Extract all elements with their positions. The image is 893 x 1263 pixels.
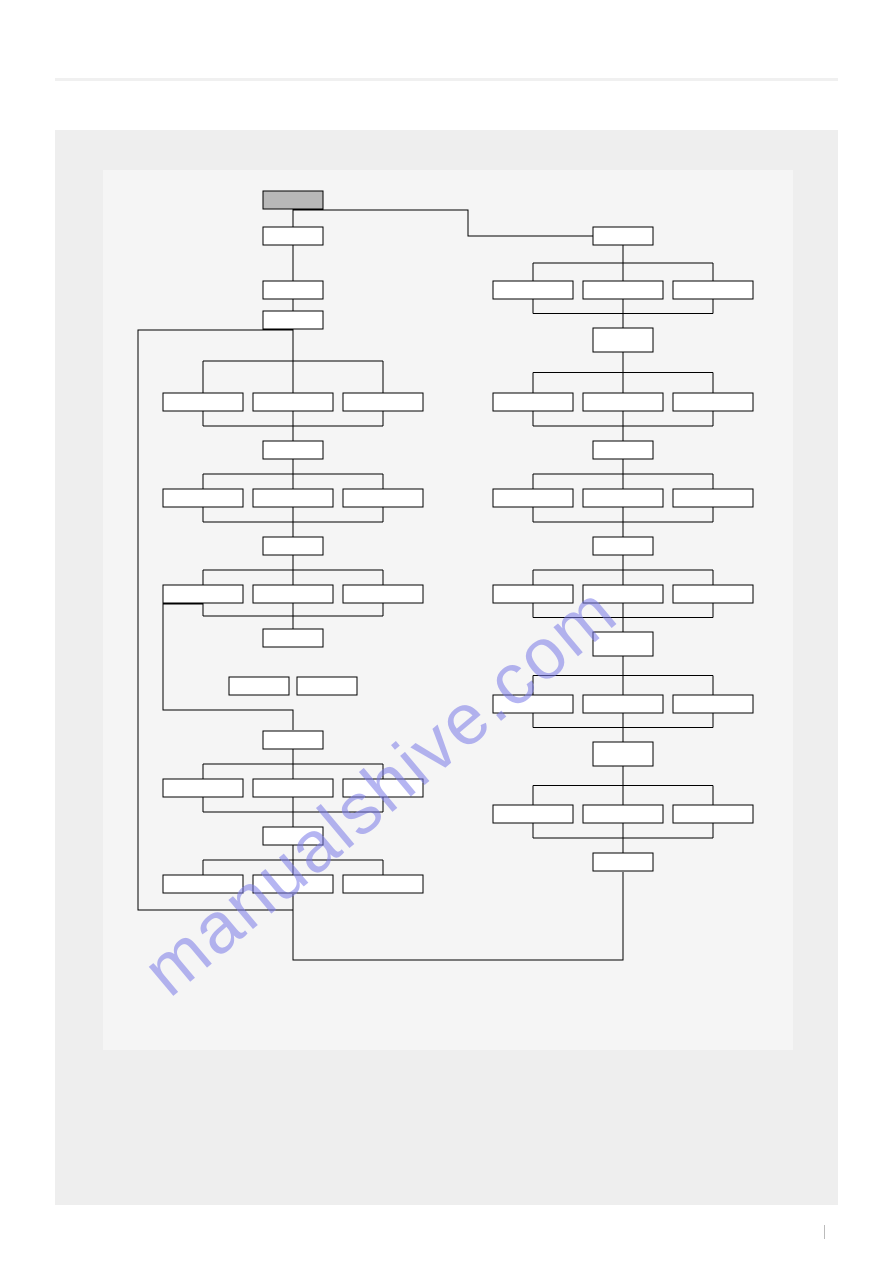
flow-node-L14b — [253, 875, 333, 893]
flow-node-R13 — [593, 853, 653, 871]
flow-node-R1 — [593, 227, 653, 245]
flow-node-L4c — [343, 393, 423, 411]
flow-node-R4c — [673, 393, 753, 411]
flow-node-L8b — [253, 585, 333, 603]
flow-node-L6b — [253, 489, 333, 507]
flow-node-R10a — [493, 695, 573, 713]
flow-node-L0 — [263, 191, 323, 209]
flow-node-L6c — [343, 489, 423, 507]
flow-node-R12b — [583, 805, 663, 823]
diagram-inner — [103, 170, 793, 1050]
flow-node-L12a — [163, 779, 243, 797]
flow-node-L3 — [263, 311, 323, 329]
flow-node-R8c — [673, 585, 753, 603]
flow-node-R11 — [593, 742, 653, 766]
document-page: manualshive.com — [0, 0, 893, 1263]
flow-node-L6a — [163, 489, 243, 507]
flow-node-R8a — [493, 585, 573, 603]
flow-node-R9 — [593, 632, 653, 656]
page-number — [824, 1225, 833, 1239]
flow-node-R2b — [583, 281, 663, 299]
flow-node-L11 — [263, 731, 323, 749]
flow-node-L14c — [343, 875, 423, 893]
flow-node-L12c — [343, 779, 423, 797]
flow-node-R7 — [593, 537, 653, 555]
flowchart-svg — [103, 170, 793, 1050]
flow-node-R5 — [593, 441, 653, 459]
flow-node-R12c — [673, 805, 753, 823]
diagram-panel: manualshive.com — [55, 130, 838, 1205]
flow-node-L9 — [263, 629, 323, 647]
flow-node-L4b — [253, 393, 333, 411]
flow-node-L4a — [163, 393, 243, 411]
flow-node-R6b — [583, 489, 663, 507]
flow-node-L1 — [263, 227, 323, 245]
flow-node-L12b — [253, 779, 333, 797]
header-rule — [55, 78, 838, 81]
flow-node-L14a — [163, 875, 243, 893]
flow-node-L2 — [263, 281, 323, 299]
flow-node-R12a — [493, 805, 573, 823]
flow-node-R8b — [583, 585, 663, 603]
flow-node-R4b — [583, 393, 663, 411]
flow-node-R6a — [493, 489, 573, 507]
flow-node-L5 — [263, 441, 323, 459]
flow-node-R4a — [493, 393, 573, 411]
flow-node-R10b — [583, 695, 663, 713]
flow-node-L10b — [297, 677, 357, 695]
flow-node-L7 — [263, 537, 323, 555]
flow-node-L13 — [263, 827, 323, 845]
flow-node-R2c — [673, 281, 753, 299]
flow-node-R10c — [673, 695, 753, 713]
flow-node-L8a — [163, 585, 243, 603]
flow-node-L8c — [343, 585, 423, 603]
flow-node-R2a — [493, 281, 573, 299]
flow-node-L10a — [229, 677, 289, 695]
flow-node-R3 — [593, 328, 653, 352]
flow-node-R6c — [673, 489, 753, 507]
